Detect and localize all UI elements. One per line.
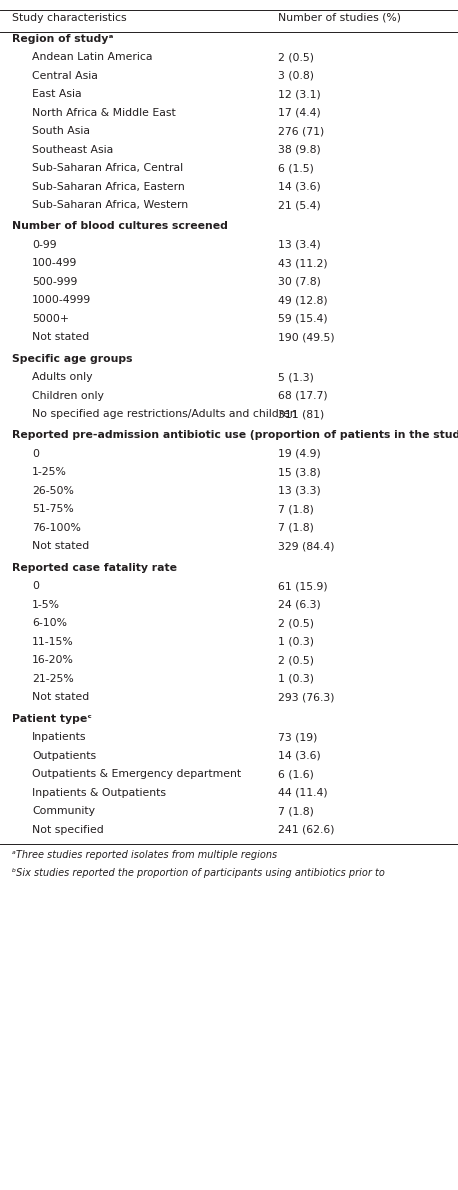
Text: 3 (0.8): 3 (0.8): [278, 70, 314, 81]
Text: 38 (9.8): 38 (9.8): [278, 145, 321, 155]
Text: Inpatients & Outpatients: Inpatients & Outpatients: [32, 788, 166, 797]
Text: Community: Community: [32, 806, 95, 816]
Text: 68 (17.7): 68 (17.7): [278, 390, 327, 401]
Text: Patient typeᶜ: Patient typeᶜ: [12, 714, 92, 724]
Text: 11-15%: 11-15%: [32, 637, 74, 647]
Text: 5000+: 5000+: [32, 314, 69, 324]
Text: 276 (71): 276 (71): [278, 126, 324, 136]
Text: Sub-Saharan Africa, Eastern: Sub-Saharan Africa, Eastern: [32, 182, 185, 192]
Text: Not stated: Not stated: [32, 541, 89, 551]
Text: 61 (15.9): 61 (15.9): [278, 581, 327, 591]
Text: 44 (11.4): 44 (11.4): [278, 788, 327, 797]
Text: 6 (1.5): 6 (1.5): [278, 163, 314, 173]
Text: 14 (3.6): 14 (3.6): [278, 182, 321, 192]
Text: 2 (0.5): 2 (0.5): [278, 52, 314, 62]
Text: ᵃThree studies reported isolates from multiple regions: ᵃThree studies reported isolates from mu…: [12, 851, 277, 860]
Text: Not specified: Not specified: [32, 825, 104, 834]
Text: 0: 0: [32, 581, 39, 591]
Text: 13 (3.4): 13 (3.4): [278, 240, 321, 250]
Text: 311 (81): 311 (81): [278, 409, 324, 419]
Text: 190 (49.5): 190 (49.5): [278, 332, 335, 343]
Text: Central Asia: Central Asia: [32, 70, 98, 81]
Text: 2 (0.5): 2 (0.5): [278, 619, 314, 628]
Text: 293 (76.3): 293 (76.3): [278, 693, 334, 702]
Text: 0: 0: [32, 449, 39, 459]
Text: 17 (4.4): 17 (4.4): [278, 107, 321, 118]
Text: Number of studies (%): Number of studies (%): [278, 13, 401, 23]
Text: 1-25%: 1-25%: [32, 468, 67, 477]
Text: Reported pre-admission antibiotic use (proportion of patients in the study)ᵇ: Reported pre-admission antibiotic use (p…: [12, 431, 458, 440]
Text: ᵇSix studies reported the proportion of participants using antibiotics prior to: ᵇSix studies reported the proportion of …: [12, 868, 385, 878]
Text: 2 (0.5): 2 (0.5): [278, 656, 314, 665]
Text: Sub-Saharan Africa, Western: Sub-Saharan Africa, Western: [32, 200, 188, 211]
Text: 7 (1.8): 7 (1.8): [278, 505, 314, 514]
Text: 5 (1.3): 5 (1.3): [278, 372, 314, 382]
Text: 24 (6.3): 24 (6.3): [278, 600, 321, 609]
Text: 51-75%: 51-75%: [32, 505, 74, 514]
Text: Outpatients & Emergency department: Outpatients & Emergency department: [32, 769, 241, 779]
Text: 26-50%: 26-50%: [32, 486, 74, 496]
Text: Not stated: Not stated: [32, 693, 89, 702]
Text: 1 (0.3): 1 (0.3): [278, 637, 314, 647]
Text: 7 (1.8): 7 (1.8): [278, 806, 314, 816]
Text: Region of studyᵃ: Region of studyᵃ: [12, 33, 114, 44]
Text: 1000-4999: 1000-4999: [32, 295, 91, 306]
Text: 12 (3.1): 12 (3.1): [278, 89, 321, 99]
Text: 6 (1.6): 6 (1.6): [278, 769, 314, 779]
Text: 14 (3.6): 14 (3.6): [278, 751, 321, 760]
Text: 16-20%: 16-20%: [32, 656, 74, 665]
Text: 19 (4.9): 19 (4.9): [278, 449, 321, 459]
Text: Children only: Children only: [32, 390, 104, 401]
Text: 49 (12.8): 49 (12.8): [278, 295, 327, 306]
Text: South Asia: South Asia: [32, 126, 90, 136]
Text: 1 (0.3): 1 (0.3): [278, 674, 314, 684]
Text: North Africa & Middle East: North Africa & Middle East: [32, 107, 176, 118]
Text: 73 (19): 73 (19): [278, 732, 317, 743]
Text: 21 (5.4): 21 (5.4): [278, 200, 321, 211]
Text: 7 (1.8): 7 (1.8): [278, 522, 314, 533]
Text: 329 (84.4): 329 (84.4): [278, 541, 334, 551]
Text: 15 (3.8): 15 (3.8): [278, 468, 321, 477]
Text: Andean Latin America: Andean Latin America: [32, 52, 153, 62]
Text: 21-25%: 21-25%: [32, 674, 74, 684]
Text: Number of blood cultures screened: Number of blood cultures screened: [12, 221, 228, 231]
Text: Study characteristics: Study characteristics: [12, 13, 126, 23]
Text: Outpatients: Outpatients: [32, 751, 96, 760]
Text: 43 (11.2): 43 (11.2): [278, 258, 327, 269]
Text: No specified age restrictions/Adults and children: No specified age restrictions/Adults and…: [32, 409, 297, 419]
Text: 59 (15.4): 59 (15.4): [278, 314, 327, 324]
Text: 0-99: 0-99: [32, 240, 57, 250]
Text: 241 (62.6): 241 (62.6): [278, 825, 334, 834]
Text: 1-5%: 1-5%: [32, 600, 60, 609]
Text: 6-10%: 6-10%: [32, 619, 67, 628]
Text: Not stated: Not stated: [32, 332, 89, 343]
Text: Adults only: Adults only: [32, 372, 93, 382]
Text: 13 (3.3): 13 (3.3): [278, 486, 321, 496]
Text: Southeast Asia: Southeast Asia: [32, 145, 113, 155]
Text: Sub-Saharan Africa, Central: Sub-Saharan Africa, Central: [32, 163, 183, 173]
Text: 500-999: 500-999: [32, 277, 77, 287]
Text: 30 (7.8): 30 (7.8): [278, 277, 321, 287]
Text: East Asia: East Asia: [32, 89, 82, 99]
Text: 76-100%: 76-100%: [32, 522, 81, 533]
Text: 100-499: 100-499: [32, 258, 77, 269]
Text: Specific age groups: Specific age groups: [12, 353, 132, 364]
Text: Inpatients: Inpatients: [32, 732, 87, 743]
Text: Reported case fatality rate: Reported case fatality rate: [12, 563, 177, 572]
